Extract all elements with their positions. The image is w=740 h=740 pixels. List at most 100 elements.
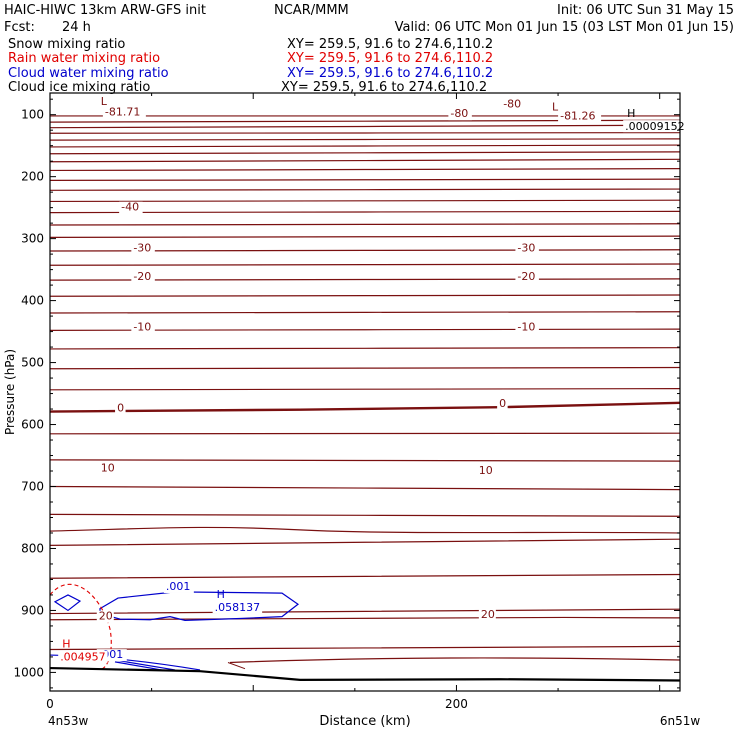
contour-label: -80 [450, 107, 468, 120]
x-axis-label: Distance (km) [319, 714, 410, 729]
temperature-contour [49, 151, 681, 155]
extremum-value-bg [623, 120, 686, 133]
contour-label: 0 [117, 402, 124, 415]
temperature-contour [227, 662, 246, 670]
contour-label-bg [448, 108, 472, 121]
contour-label-bg [558, 110, 602, 123]
contour-label: -10 [133, 320, 151, 333]
contour-label-bg [98, 462, 116, 475]
contour-label: -81.71 [105, 105, 140, 118]
contour-label: 0 [499, 397, 506, 410]
extremum-value: .004957 [60, 651, 106, 664]
extremum-symbol: L [552, 100, 559, 113]
y-tick-label: 700 [21, 480, 44, 494]
valid-time: Valid: 06 UTC Mon 01 Jun 15 (03 LST Mon … [394, 20, 734, 35]
temperature-contour [49, 210, 681, 214]
contour-label-bg [515, 271, 539, 284]
extremum-symbol: H [217, 588, 225, 601]
contour-label-bg [515, 242, 539, 255]
x-left-endpoint-label: 4n53w [48, 714, 89, 728]
plot-frame [49, 92, 681, 692]
cloud-water-contour [99, 591, 300, 621]
contour-label: -10 [517, 320, 535, 333]
y-axis-label: Pressure (hPa) [3, 349, 17, 435]
contour-label: -80 [503, 97, 521, 110]
temperature-contour [49, 347, 681, 350]
freezing-level-contour [49, 401, 681, 413]
rain-water-contour [49, 583, 112, 670]
temperature-contour [49, 608, 681, 615]
contour-label-bg [131, 321, 155, 334]
contour-label: -30 [517, 242, 535, 255]
y-tick-label: 300 [21, 232, 44, 246]
field-snow-name: Snow mixing ratio [8, 37, 126, 52]
contour-label: -30 [133, 242, 151, 255]
extremum-value-bg [212, 601, 263, 614]
forecast-hour: 24 h [62, 20, 91, 35]
temperature-contour [49, 178, 681, 182]
field-cloud-water-xy: XY= 259.5, 91.6 to 274.6,110.2 [287, 66, 494, 81]
y-tick-label: 600 [21, 418, 44, 432]
temperature-contour [49, 168, 681, 172]
contour-label-bg [476, 465, 494, 478]
temperature-contour [49, 645, 681, 651]
temperature-contour [49, 131, 681, 135]
field-cloud-water-name: Cloud water mixing ratio [8, 66, 169, 81]
contour-label: -81.26 [560, 110, 595, 123]
temperature-contour [49, 235, 681, 239]
extremum-symbol: L [101, 95, 108, 108]
y-tick-label: 400 [21, 294, 44, 308]
field-snow-xy: XY= 259.5, 91.6 to 274.6,110.2 [287, 37, 494, 52]
plot-title: HAIC-HIWC 13km ARW-GFS init [4, 3, 206, 18]
temperature-contour [49, 158, 681, 163]
contour-label-bg [497, 398, 508, 411]
contour-label-bg [102, 106, 146, 119]
temperature-contour [49, 263, 681, 266]
contour-label-bg [131, 242, 155, 255]
extremum-symbol: H [62, 638, 70, 651]
cloud-water-contour [53, 594, 82, 612]
contour-label: 20 [481, 608, 495, 621]
extremum-value-bg [58, 650, 108, 663]
cloud-water-contour [114, 661, 166, 672]
extremum-symbol: H [627, 107, 635, 120]
temperature-contour [49, 538, 681, 546]
temperature-contour [49, 138, 681, 141]
temperature-contour [49, 144, 681, 148]
forecast-label: Fcst: [4, 20, 35, 35]
temperature-contour [49, 485, 681, 491]
field-rain-xy: XY= 259.5, 91.6 to 274.6,110.2 [287, 51, 494, 66]
organization-label: NCAR/MMM [274, 3, 349, 18]
field-cloud-ice-name: Cloud ice mixing ratio [8, 80, 151, 95]
field-rain-name: Rain water mixing ratio [8, 51, 161, 66]
x-right-endpoint-label: 6n51w [660, 714, 701, 728]
contour-label-bg [478, 608, 496, 621]
init-time: Init: 06 UTC Sun 31 May 15 [557, 3, 734, 18]
contour-label: .001 [166, 580, 191, 593]
contour-label-bg [131, 271, 155, 284]
temperature-contour [49, 513, 681, 517]
contour-label-bg [119, 201, 143, 214]
y-tick-label: 1000 [13, 665, 44, 679]
y-tick-label: 100 [21, 108, 44, 122]
y-tick-label: 900 [21, 603, 44, 617]
contour-label-bg [515, 321, 539, 334]
temperature-contour [49, 294, 681, 297]
temperature-contour [49, 459, 681, 462]
contour-label: -20 [133, 270, 151, 283]
contour-label-bg [501, 98, 525, 111]
y-tick-label: 500 [21, 356, 44, 370]
contour-label: -20 [517, 270, 535, 283]
contour-label-bg [115, 402, 126, 415]
contour-label: 10 [101, 462, 115, 475]
y-tick-label: 800 [21, 541, 44, 555]
temperature-contour [49, 124, 681, 129]
temperature-contour [49, 188, 681, 191]
y-tick-label: 200 [21, 170, 44, 184]
temperature-contours [49, 115, 681, 670]
temperature-contour [49, 573, 681, 579]
field-cloud-ice-xy: XY= 259.5, 91.6 to 274.6,110.2 [281, 80, 488, 95]
cloud-water-contour [114, 659, 176, 671]
temperature-contour [49, 387, 681, 391]
